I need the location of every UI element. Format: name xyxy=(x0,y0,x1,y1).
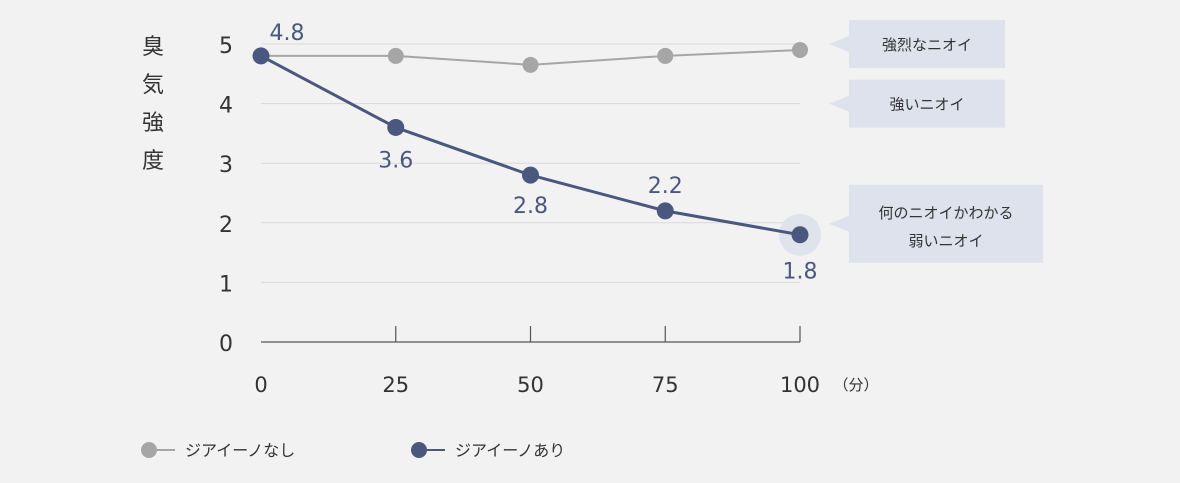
data-point xyxy=(387,47,404,64)
data-label: 1.8 xyxy=(783,260,818,285)
annotation-text: 弱いニオイ xyxy=(908,232,983,250)
x-tick-label: 50 xyxy=(517,373,544,397)
legend-swatch-marker xyxy=(411,442,427,458)
legend-swatch-marker xyxy=(141,442,157,458)
legend-label: ジアイーノなし xyxy=(185,441,295,460)
data-point xyxy=(252,47,270,65)
annotation-text: 何のニオイかわかる xyxy=(878,204,1013,222)
y-axis-label-char: 臭 xyxy=(142,35,164,60)
annotation-text: 強いニオイ xyxy=(889,96,964,114)
y-tick-label: 5 xyxy=(219,34,233,59)
x-tick-label: 25 xyxy=(382,373,409,397)
data-point xyxy=(522,166,539,184)
y-tick-label: 0 xyxy=(219,332,233,357)
data-point xyxy=(657,47,674,64)
x-tick-label: 75 xyxy=(652,373,679,397)
legend: ジアイーノなし ジアイーノあり xyxy=(141,441,565,460)
x-tick-label: 0 xyxy=(254,373,267,397)
y-tick-label: 4 xyxy=(219,94,233,119)
y-tick-label: 3 xyxy=(219,153,233,178)
x-axis-ticks: 0 25 50 75 100 （分） xyxy=(254,326,879,397)
series: 4.8 3.6 2.8 2.2 1.8 xyxy=(252,21,821,285)
data-label: 2.8 xyxy=(513,194,548,219)
y-tick-label: 1 xyxy=(219,272,233,297)
gridlines xyxy=(261,43,800,283)
y-axis-label-char: 度 xyxy=(142,149,164,174)
annotation-box xyxy=(829,184,1043,263)
annotation-box xyxy=(829,79,1005,128)
y-tick-label: 2 xyxy=(219,213,233,238)
data-point xyxy=(387,118,405,136)
x-axis-unit: （分） xyxy=(833,376,878,394)
y-axis-label-char: 気 xyxy=(142,73,164,98)
legend-label: ジアイーノあり xyxy=(455,441,565,460)
annotation-text: 強烈なニオイ xyxy=(882,36,972,54)
data-point xyxy=(791,226,809,244)
data-point xyxy=(522,56,539,73)
y-axis-ticks: 0 1 2 3 4 5 xyxy=(219,34,233,357)
annotation-box xyxy=(829,20,1005,68)
data-point xyxy=(656,202,674,220)
y-axis-label-char: 強 xyxy=(142,111,164,136)
data-label: 2.2 xyxy=(648,174,683,199)
x-tick-label: 100 xyxy=(780,373,820,397)
data-label: 4.8 xyxy=(270,21,305,46)
data-point xyxy=(792,41,808,58)
data-label: 3.6 xyxy=(378,148,413,173)
